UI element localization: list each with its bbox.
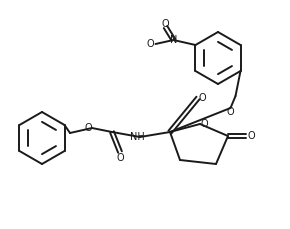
Text: O: O [162,19,169,29]
Text: O: O [200,119,208,129]
Text: O: O [227,107,234,117]
Text: O: O [147,39,154,49]
Text: O: O [247,131,255,141]
Text: N: N [170,35,177,45]
Text: NH: NH [130,132,144,142]
Text: O: O [84,123,92,133]
Text: O: O [198,93,206,103]
Text: O: O [116,153,124,163]
